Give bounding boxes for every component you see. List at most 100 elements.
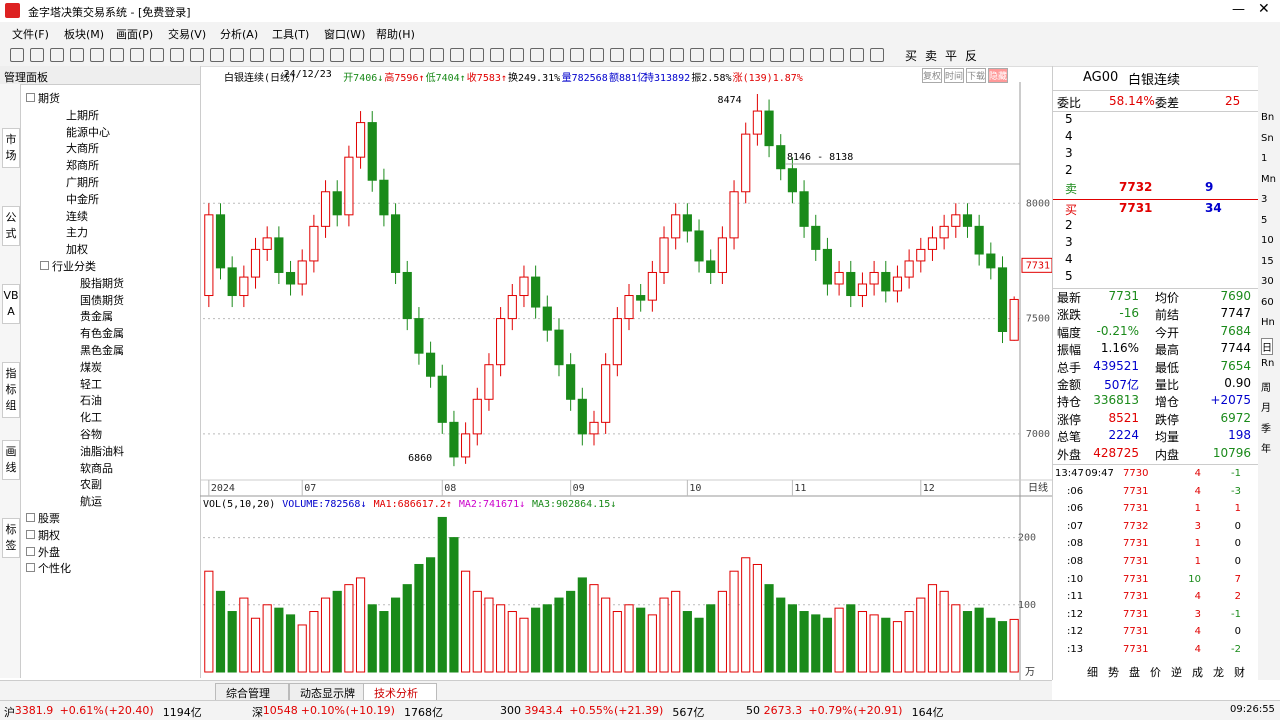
period-button[interactable]: Bn: [1261, 112, 1275, 123]
detail-tab[interactable]: 价: [1150, 666, 1161, 679]
tool-icon[interactable]: [310, 48, 324, 62]
tree-item[interactable]: 主力: [66, 226, 88, 240]
doc-tab[interactable]: 综合管理: [215, 683, 289, 703]
period-button[interactable]: 季: [1261, 423, 1271, 435]
menu-item[interactable]: 画面(P): [116, 28, 154, 41]
detail-tab[interactable]: 势: [1108, 666, 1119, 679]
expand-box[interactable]: [26, 529, 35, 539]
period-button[interactable]: 年: [1261, 444, 1271, 455]
chart-button[interactable]: 下载: [966, 68, 987, 83]
period-button[interactable]: 60: [1261, 296, 1274, 308]
tool-icon[interactable]: [770, 48, 784, 62]
expand-box[interactable]: [26, 563, 35, 573]
period-button[interactable]: 日: [1261, 337, 1273, 355]
tool-icon[interactable]: [330, 48, 344, 62]
menu-item[interactable]: 文件(F): [12, 28, 49, 41]
menu-item[interactable]: 板块(M): [64, 28, 105, 41]
side-tab[interactable]: 公式: [2, 206, 20, 246]
tool-icon[interactable]: [630, 48, 644, 62]
tool-icon[interactable]: [790, 48, 804, 62]
trade-button[interactable]: 买: [905, 49, 918, 63]
menu-item[interactable]: 窗口(W): [324, 28, 366, 41]
detail-tab[interactable]: 龙: [1213, 666, 1224, 679]
menu-item[interactable]: 交易(V): [168, 28, 207, 41]
tree-item[interactable]: 软商品: [80, 461, 113, 475]
tool-icon[interactable]: [830, 48, 844, 62]
tool-icon[interactable]: [270, 48, 284, 62]
tool-icon[interactable]: [250, 48, 264, 62]
tree-item[interactable]: 上期所: [66, 108, 99, 122]
tree-item[interactable]: 石油: [80, 394, 102, 408]
tool-icon[interactable]: [530, 48, 544, 62]
tool-icon[interactable]: [690, 48, 704, 62]
doc-tab[interactable]: 技术分析: [363, 683, 437, 703]
tree-item[interactable]: 加权: [66, 243, 88, 257]
tree-item[interactable]: 航运: [80, 495, 102, 509]
detail-tab[interactable]: 细: [1087, 666, 1098, 679]
tool-icon[interactable]: [190, 48, 204, 62]
tool-icon[interactable]: [810, 48, 824, 62]
tool-icon[interactable]: [170, 48, 184, 62]
tool-icon[interactable]: [10, 48, 24, 62]
detail-tab[interactable]: 盘: [1129, 666, 1140, 679]
tool-icon[interactable]: [490, 48, 504, 62]
tree-item[interactable]: 轻工: [80, 377, 102, 391]
chart-button[interactable]: 复权: [922, 68, 943, 83]
period-button[interactable]: Mn: [1261, 173, 1276, 185]
tree-item[interactable]: 广期所: [66, 176, 99, 189]
trade-button[interactable]: 平: [945, 49, 958, 63]
tool-icon[interactable]: [450, 48, 464, 62]
tool-icon[interactable]: [110, 48, 124, 62]
period-button[interactable]: 周: [1261, 382, 1271, 394]
tree-item[interactable]: 贵金属: [80, 310, 113, 324]
expand-box[interactable]: [26, 513, 35, 522]
tool-icon[interactable]: [710, 48, 724, 62]
tree-item[interactable]: 行业分类: [52, 260, 96, 273]
tool-icon[interactable]: [650, 48, 664, 62]
tool-icon[interactable]: [550, 48, 564, 62]
period-button[interactable]: 1: [1261, 153, 1268, 164]
tool-icon[interactable]: [290, 48, 304, 62]
doc-tab[interactable]: 动态显示牌: [289, 683, 374, 703]
tree-item[interactable]: 连续: [66, 209, 88, 223]
tree-item[interactable]: 股票: [38, 512, 60, 525]
chart-button[interactable]: 时间: [944, 68, 965, 83]
trade-button[interactable]: 卖: [925, 49, 938, 63]
side-tab[interactable]: 标签: [2, 518, 20, 558]
period-button[interactable]: 15: [1261, 255, 1274, 267]
tool-icon[interactable]: [230, 48, 244, 62]
menu-item[interactable]: 帮助(H): [376, 28, 415, 41]
tree-item[interactable]: 国债期货: [80, 293, 124, 307]
menu-item[interactable]: 分析(A): [220, 28, 259, 41]
tool-icon[interactable]: [50, 48, 64, 62]
tool-icon[interactable]: [870, 48, 884, 62]
tool-icon[interactable]: [610, 48, 624, 62]
tool-icon[interactable]: [130, 48, 144, 62]
detail-tab[interactable]: 财: [1234, 666, 1245, 679]
side-tab[interactable]: 市场: [2, 128, 20, 168]
tree-item[interactable]: 股指期货: [80, 276, 124, 290]
tree-item[interactable]: 期货: [38, 92, 60, 105]
close[interactable]: ✕: [1258, 1, 1270, 17]
tree-item[interactable]: 谷物: [80, 428, 102, 441]
tree-item[interactable]: 个性化: [38, 562, 71, 576]
tree-item[interactable]: 有色金属: [80, 327, 124, 341]
tool-icon[interactable]: [730, 48, 744, 62]
period-button[interactable]: Sn: [1261, 132, 1274, 144]
tool-icon[interactable]: [470, 48, 484, 62]
tool-icon[interactable]: [570, 48, 584, 62]
tree-item[interactable]: 油脂油料: [80, 444, 124, 458]
tree-item[interactable]: 黑色金属: [80, 344, 124, 357]
minimize[interactable]: —: [1232, 2, 1245, 17]
side-tab[interactable]: 指标组: [2, 362, 20, 418]
tree-item[interactable]: 能源中心: [66, 125, 110, 139]
period-button[interactable]: Rn: [1261, 358, 1275, 369]
tool-icon[interactable]: [670, 48, 684, 62]
chart-button[interactable]: 隐藏: [988, 68, 1009, 83]
tool-icon[interactable]: [750, 48, 764, 62]
tree-item[interactable]: 煤炭: [80, 360, 102, 374]
tool-icon[interactable]: [510, 48, 524, 62]
side-tab[interactable]: 画线: [2, 440, 20, 480]
side-tab[interactable]: VBA: [2, 284, 20, 324]
tool-icon[interactable]: [90, 48, 104, 62]
